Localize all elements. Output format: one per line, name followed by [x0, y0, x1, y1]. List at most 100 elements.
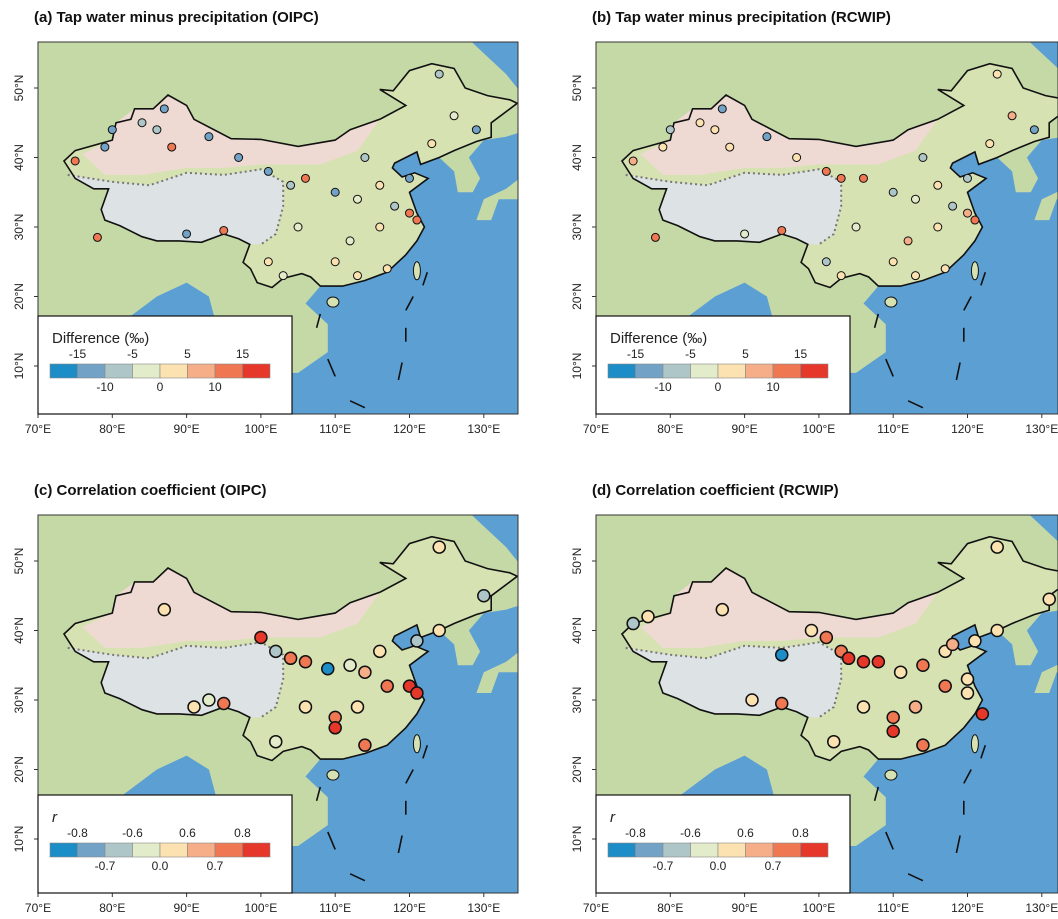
station — [911, 272, 919, 280]
lon-tick-label: 80°E — [657, 901, 683, 915]
legend-break-label: 0.6 — [179, 826, 196, 840]
legend-break-label: -10 — [654, 380, 672, 394]
lat-tick-label: 10°N — [12, 353, 26, 380]
lat-tick-label: 30°N — [12, 214, 26, 241]
hainan — [327, 770, 339, 780]
station — [138, 119, 146, 127]
lon-tick-label: 110°E — [319, 422, 351, 436]
station — [381, 680, 393, 692]
lon-tick-label: 90°E — [174, 422, 200, 436]
legend-swatch — [50, 843, 78, 857]
legend-swatch — [691, 364, 719, 378]
station — [411, 687, 423, 699]
panel-title: (b) Tap water minus precipitation (RCWIP… — [592, 9, 891, 26]
station — [889, 258, 897, 266]
legend-swatch — [133, 843, 161, 857]
station — [472, 126, 480, 134]
station — [346, 237, 354, 245]
station — [235, 154, 243, 162]
station — [287, 181, 295, 189]
station — [376, 223, 384, 231]
lon-tick-label: 100°E — [802, 901, 835, 915]
station — [374, 645, 386, 657]
station — [859, 174, 867, 182]
station — [361, 154, 369, 162]
station — [279, 272, 287, 280]
station — [822, 167, 830, 175]
station — [101, 143, 109, 151]
station — [478, 590, 490, 602]
legend-break-label: 0 — [157, 380, 164, 394]
lon-tick-label: 70°E — [583, 901, 609, 915]
legend-break-label: 0.6 — [737, 826, 754, 840]
station — [778, 226, 786, 234]
lon-tick-label: 80°E — [99, 422, 125, 436]
station — [741, 230, 749, 238]
legend-swatch — [746, 364, 774, 378]
station — [153, 126, 161, 134]
legend-swatch — [636, 843, 664, 857]
station — [763, 133, 771, 141]
lat-tick-label: 30°N — [12, 687, 26, 714]
legend-swatch — [801, 843, 829, 857]
station — [843, 652, 855, 664]
legend-swatch — [663, 843, 691, 857]
station — [322, 663, 334, 675]
station — [188, 701, 200, 713]
station — [696, 119, 704, 127]
station — [220, 226, 228, 234]
lon-tick-label: 130°E — [1025, 901, 1058, 915]
station — [1008, 112, 1016, 120]
station — [776, 649, 788, 661]
panel: (a) Tap water minus precipitation (OIPC)… — [12, 9, 543, 436]
taiwan — [971, 262, 978, 280]
hainan — [327, 297, 339, 307]
station — [895, 666, 907, 678]
lon-tick-label: 70°E — [25, 901, 51, 915]
taiwan — [971, 735, 978, 753]
lon-tick-label: 90°E — [732, 422, 758, 436]
station — [852, 223, 860, 231]
legend: Difference (‰)-15-10-5051015 — [38, 316, 292, 414]
legend-swatch — [215, 364, 243, 378]
taiwan — [413, 735, 420, 753]
station — [934, 181, 942, 189]
station — [391, 202, 399, 210]
legend: r-0.8-0.7-0.60.00.60.70.8 — [596, 795, 850, 893]
legend-swatch — [160, 843, 188, 857]
lat-tick-label: 20°N — [12, 283, 26, 310]
legend-break-label: 10 — [208, 380, 222, 394]
lat-tick-label: 30°N — [570, 687, 584, 714]
taiwan — [413, 262, 420, 280]
legend-break-label: 0 — [715, 380, 722, 394]
station — [872, 656, 884, 668]
lon-tick-label: 120°E — [951, 901, 984, 915]
station — [359, 666, 371, 678]
lat-tick-label: 50°N — [12, 75, 26, 102]
station — [158, 604, 170, 616]
station — [93, 233, 101, 241]
legend-break-label: -15 — [69, 347, 87, 361]
lat-tick-label: 40°N — [12, 617, 26, 644]
lon-tick-label: 90°E — [174, 901, 200, 915]
legend-swatch — [773, 843, 801, 857]
station — [376, 181, 384, 189]
station — [820, 631, 832, 643]
legend-break-label: 10 — [766, 380, 780, 394]
station — [776, 697, 788, 709]
lon-tick-label: 100°E — [802, 422, 835, 436]
legend-break-label: -0.7 — [653, 859, 674, 873]
station — [205, 133, 213, 141]
station — [666, 126, 674, 134]
station — [822, 258, 830, 266]
legend-swatch — [243, 843, 271, 857]
lat-tick-label: 50°N — [570, 548, 584, 575]
lat-tick-label: 50°N — [570, 75, 584, 102]
station — [659, 143, 667, 151]
legend-break-label: 15 — [794, 347, 808, 361]
station — [270, 645, 282, 657]
lon-tick-label: 130°E — [1025, 422, 1058, 436]
legend-swatch — [133, 364, 161, 378]
station — [301, 174, 309, 182]
